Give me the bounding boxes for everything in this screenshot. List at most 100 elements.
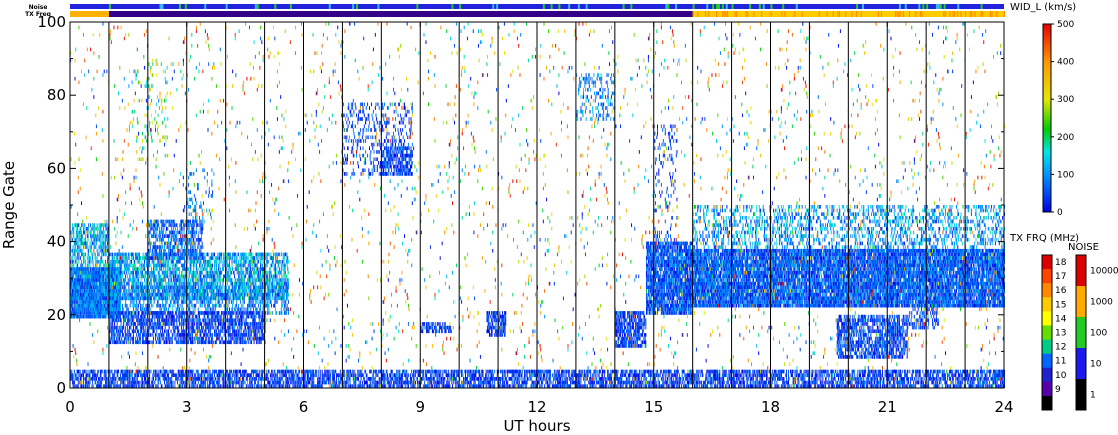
echo-cell [98, 300, 100, 304]
echo-cell [137, 322, 139, 326]
echo-cell [164, 289, 166, 293]
echo-cell [159, 333, 161, 337]
echo-cell [205, 252, 207, 257]
echo-cell [182, 281, 184, 286]
echo-cell [210, 292, 212, 297]
echo-cell [103, 289, 105, 293]
echo-cell [140, 274, 142, 279]
echo-cell [168, 289, 170, 293]
echo-cell [158, 270, 160, 275]
echo-cell [283, 300, 285, 304]
echo-cell [115, 274, 117, 279]
echo-cell [250, 274, 252, 279]
echo-cell [100, 307, 102, 312]
echo-cell [193, 281, 195, 286]
echo-cell [274, 278, 276, 282]
echo-cell [120, 281, 122, 286]
echo-cell [149, 303, 151, 308]
echo-cell [155, 263, 157, 268]
echo-cell [84, 303, 86, 308]
echo-cell [132, 336, 134, 341]
echo-cell [95, 292, 97, 297]
echo-cell [90, 285, 92, 290]
echo-cell [167, 314, 169, 319]
echo-cell [173, 281, 175, 286]
echo-cell [96, 289, 98, 293]
echo-cell [180, 278, 182, 282]
echo-cell [278, 278, 280, 282]
echo-cell [84, 311, 86, 315]
echo-cell [182, 336, 184, 341]
echo-cell [221, 278, 223, 282]
echo-cell [75, 285, 77, 290]
echo-cell [171, 311, 173, 315]
echo-cell [282, 263, 284, 268]
echo-cell [125, 263, 127, 268]
echo-cell [103, 263, 105, 268]
echo-cell [193, 322, 195, 326]
echo-cell [230, 252, 232, 257]
echo-cell [133, 263, 135, 268]
echo-cell [102, 248, 104, 253]
echo-cell [204, 281, 206, 286]
echo-cell [121, 259, 123, 264]
echo-cell [215, 289, 217, 293]
echo-cell [153, 292, 155, 297]
echo-cell [159, 281, 161, 286]
echo-cell [236, 278, 238, 282]
echo-cell [214, 256, 216, 260]
echo-cell [254, 300, 256, 304]
echo-cell [114, 300, 116, 304]
echo-cell [95, 314, 97, 319]
echo-cell [83, 281, 85, 286]
echo-cell [82, 274, 84, 279]
echo-cell [89, 267, 91, 271]
echo-cell [166, 259, 168, 264]
echo-cell [86, 256, 88, 260]
echo-cell [75, 300, 77, 304]
echo-cell [132, 278, 134, 282]
echo-cell [194, 292, 196, 297]
echo-cell [99, 230, 101, 235]
echo-cell [96, 296, 98, 301]
echo-cell [170, 281, 172, 286]
echo-cell [72, 267, 74, 271]
echo-cell [71, 237, 73, 242]
echo-cell [127, 259, 129, 264]
echo-cell [191, 270, 193, 275]
echo-cell [123, 256, 125, 260]
echo-cell [86, 314, 88, 319]
echo-cell [158, 281, 160, 286]
echo-cell [230, 256, 232, 260]
echo-cell [99, 274, 101, 279]
echo-cell [95, 307, 97, 312]
echo-cell [103, 314, 105, 319]
echo-cell [114, 314, 116, 319]
echo-cell [167, 259, 169, 264]
echo-cell [72, 303, 74, 308]
echo-cell [190, 281, 192, 286]
echo-cell [210, 256, 212, 260]
echo-cell [117, 267, 119, 271]
echo-cell [130, 289, 132, 293]
echo-cell [76, 267, 78, 271]
echo-cell [176, 292, 178, 297]
echo-cell [255, 263, 257, 268]
echo-cell [94, 256, 96, 260]
echo-cell [171, 252, 173, 257]
echo-cell [84, 300, 86, 304]
echo-cell [172, 303, 174, 308]
echo-cell [82, 278, 84, 282]
echo-cell [128, 285, 130, 290]
echo-cell [178, 267, 180, 271]
echo-cell [99, 259, 101, 264]
echo-cell [206, 296, 208, 301]
echo-cell [70, 281, 72, 286]
echo-cell [281, 285, 283, 290]
echo-cell [169, 289, 171, 293]
echo-cell [257, 296, 259, 301]
echo-cell [136, 256, 138, 260]
echo-cell [115, 278, 117, 282]
echo-cell [168, 292, 170, 297]
echo-cell [201, 289, 203, 293]
